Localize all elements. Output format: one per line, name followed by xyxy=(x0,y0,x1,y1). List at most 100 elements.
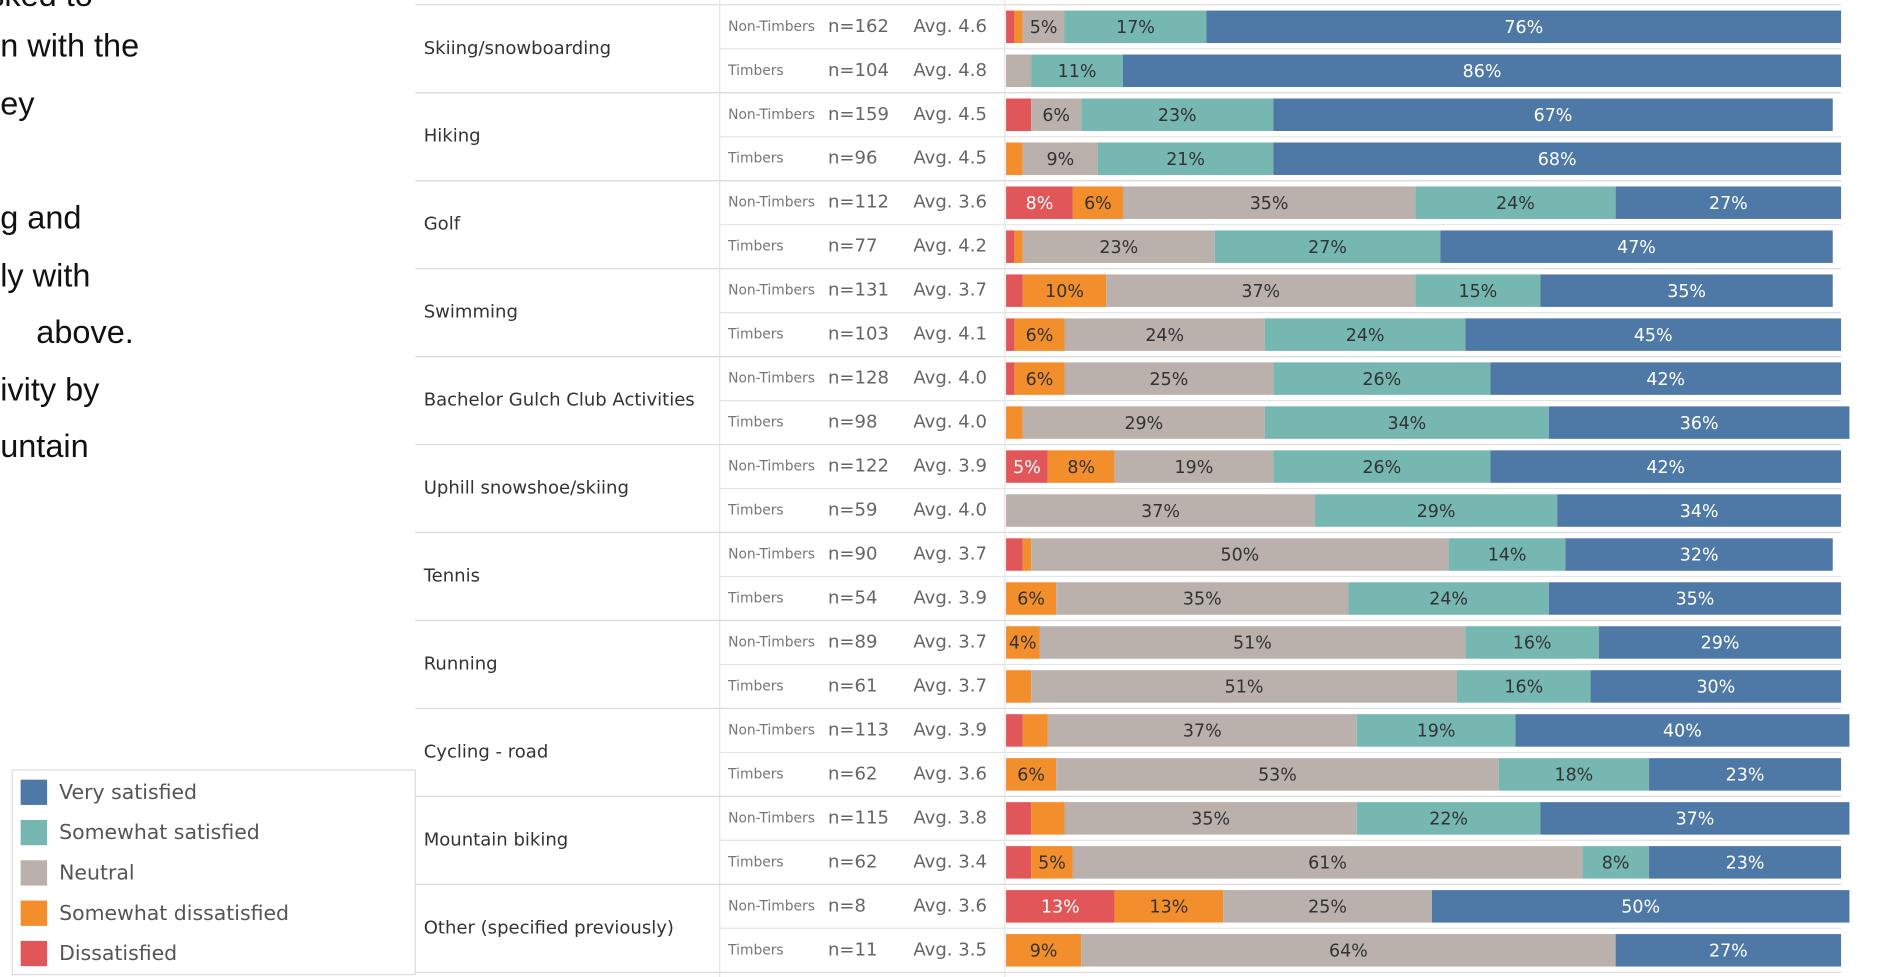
value-label: 35% xyxy=(1676,590,1715,610)
side-text: ivity by xyxy=(0,372,100,408)
value-label: 21% xyxy=(1166,150,1205,170)
value-label: 30% xyxy=(1696,678,1735,698)
segment-label: Timbers xyxy=(727,63,784,79)
bar-segment xyxy=(1448,538,1566,571)
value-label: 8% xyxy=(1067,458,1095,478)
bar-segment xyxy=(1006,538,1023,571)
value-label: 9% xyxy=(1030,942,1058,962)
value-label: 86% xyxy=(1463,62,1502,82)
value-label: 8% xyxy=(1602,854,1630,874)
bar-segment xyxy=(1540,274,1833,307)
n-label: n=54 xyxy=(828,588,877,609)
value-label: 6% xyxy=(1042,106,1070,126)
value-label: 23% xyxy=(1158,106,1197,126)
value-label: 13% xyxy=(1041,898,1080,918)
bar-segment xyxy=(1649,846,1842,879)
value-label: 18% xyxy=(1554,766,1593,786)
value-label: 24% xyxy=(1145,326,1184,346)
bar-segment xyxy=(1006,802,1032,835)
n-label: n=96 xyxy=(828,148,877,169)
bar-segment xyxy=(1006,670,1032,703)
value-label: 13% xyxy=(1150,898,1189,918)
bar-segment xyxy=(1106,274,1416,307)
segment-label: Non-Timbers xyxy=(728,107,815,123)
value-label: 23% xyxy=(1099,238,1138,258)
n-label: n=61 xyxy=(828,675,877,696)
group-label: Golf xyxy=(424,214,461,235)
side-text: sked to xyxy=(0,0,93,13)
n-label: n=59 xyxy=(828,500,877,521)
legend-swatch xyxy=(20,819,48,846)
value-label: 32% xyxy=(1680,546,1719,566)
group-label: Cycling - road xyxy=(424,741,549,762)
value-label: 34% xyxy=(1680,502,1719,522)
bar-segment xyxy=(1006,98,1032,131)
n-label: n=104 xyxy=(828,60,889,81)
value-label: 35% xyxy=(1667,282,1706,302)
bar-segment xyxy=(1064,802,1357,835)
value-label: 6% xyxy=(1084,194,1112,214)
side-text: n with the xyxy=(0,28,139,64)
bar-segment xyxy=(1031,670,1457,703)
value-label: 35% xyxy=(1191,810,1230,830)
value-label: 5% xyxy=(1013,458,1041,478)
bar-segment xyxy=(1315,494,1558,527)
bar-segment xyxy=(1097,142,1274,175)
value-label: 25% xyxy=(1150,370,1189,390)
bar-segment xyxy=(1122,186,1416,219)
n-label: n=77 xyxy=(828,236,877,257)
n-label: n=112 xyxy=(828,192,889,213)
bar-segment xyxy=(1031,54,1123,88)
segment-label: Timbers xyxy=(727,766,784,782)
bar-segment xyxy=(1223,890,1432,923)
n-label: n=98 xyxy=(828,412,877,433)
avg-label: Avg. 3.7 xyxy=(913,675,987,696)
bar-segment xyxy=(1047,714,1357,747)
bar-segment xyxy=(1122,54,1842,88)
value-label: 36% xyxy=(1680,414,1719,434)
legend-label: Dissatisfied xyxy=(59,941,177,965)
legend-label: Somewhat dissatisfied xyxy=(59,901,289,925)
group-label: Other (specified previously) xyxy=(424,917,674,938)
value-label: 53% xyxy=(1258,766,1297,786)
n-label: n=115 xyxy=(828,807,889,828)
bar-segment xyxy=(1590,670,1842,703)
bar-segment xyxy=(1649,758,1842,791)
value-label: 51% xyxy=(1233,634,1272,654)
bar-segment xyxy=(1598,626,1842,659)
bar-segment xyxy=(1006,142,1023,175)
avg-label: Avg. 3.5 xyxy=(913,939,987,960)
group-label: Skiing/snowboarding xyxy=(424,38,611,59)
value-label: 37% xyxy=(1241,282,1280,302)
segment-label: Non-Timbers xyxy=(728,195,815,211)
bar-segment xyxy=(1014,230,1023,263)
side-text: ey xyxy=(0,85,35,121)
value-label: 6% xyxy=(1026,326,1054,346)
bar-segment xyxy=(1615,934,1842,967)
group-label: Running xyxy=(424,653,498,674)
legend-swatch xyxy=(20,779,48,805)
value-label: 8% xyxy=(1026,194,1054,214)
bar-segment xyxy=(1022,406,1265,439)
bar-segment xyxy=(1006,846,1032,879)
bar-segment xyxy=(1490,362,1842,395)
value-label: 19% xyxy=(1175,458,1214,478)
bar-segment xyxy=(1114,450,1274,483)
avg-label: Avg. 4.5 xyxy=(913,104,987,125)
bar-segment xyxy=(1548,582,1842,615)
bar-segment xyxy=(1081,98,1274,131)
value-label: 25% xyxy=(1308,898,1347,918)
value-label: 26% xyxy=(1362,458,1401,478)
bar-segment xyxy=(1565,538,1833,571)
value-label: 16% xyxy=(1504,678,1543,698)
n-label: n=122 xyxy=(828,456,889,477)
bar-segment xyxy=(1022,230,1215,263)
segment-label: Non-Timbers xyxy=(728,810,815,826)
value-label: 23% xyxy=(1726,766,1765,786)
bar-segment xyxy=(1006,714,1023,747)
bar-segment xyxy=(1540,802,1850,835)
avg-label: Avg. 3.7 xyxy=(913,631,987,652)
avg-label: Avg. 3.6 xyxy=(913,763,987,784)
avg-label: Avg. 4.0 xyxy=(913,500,987,521)
